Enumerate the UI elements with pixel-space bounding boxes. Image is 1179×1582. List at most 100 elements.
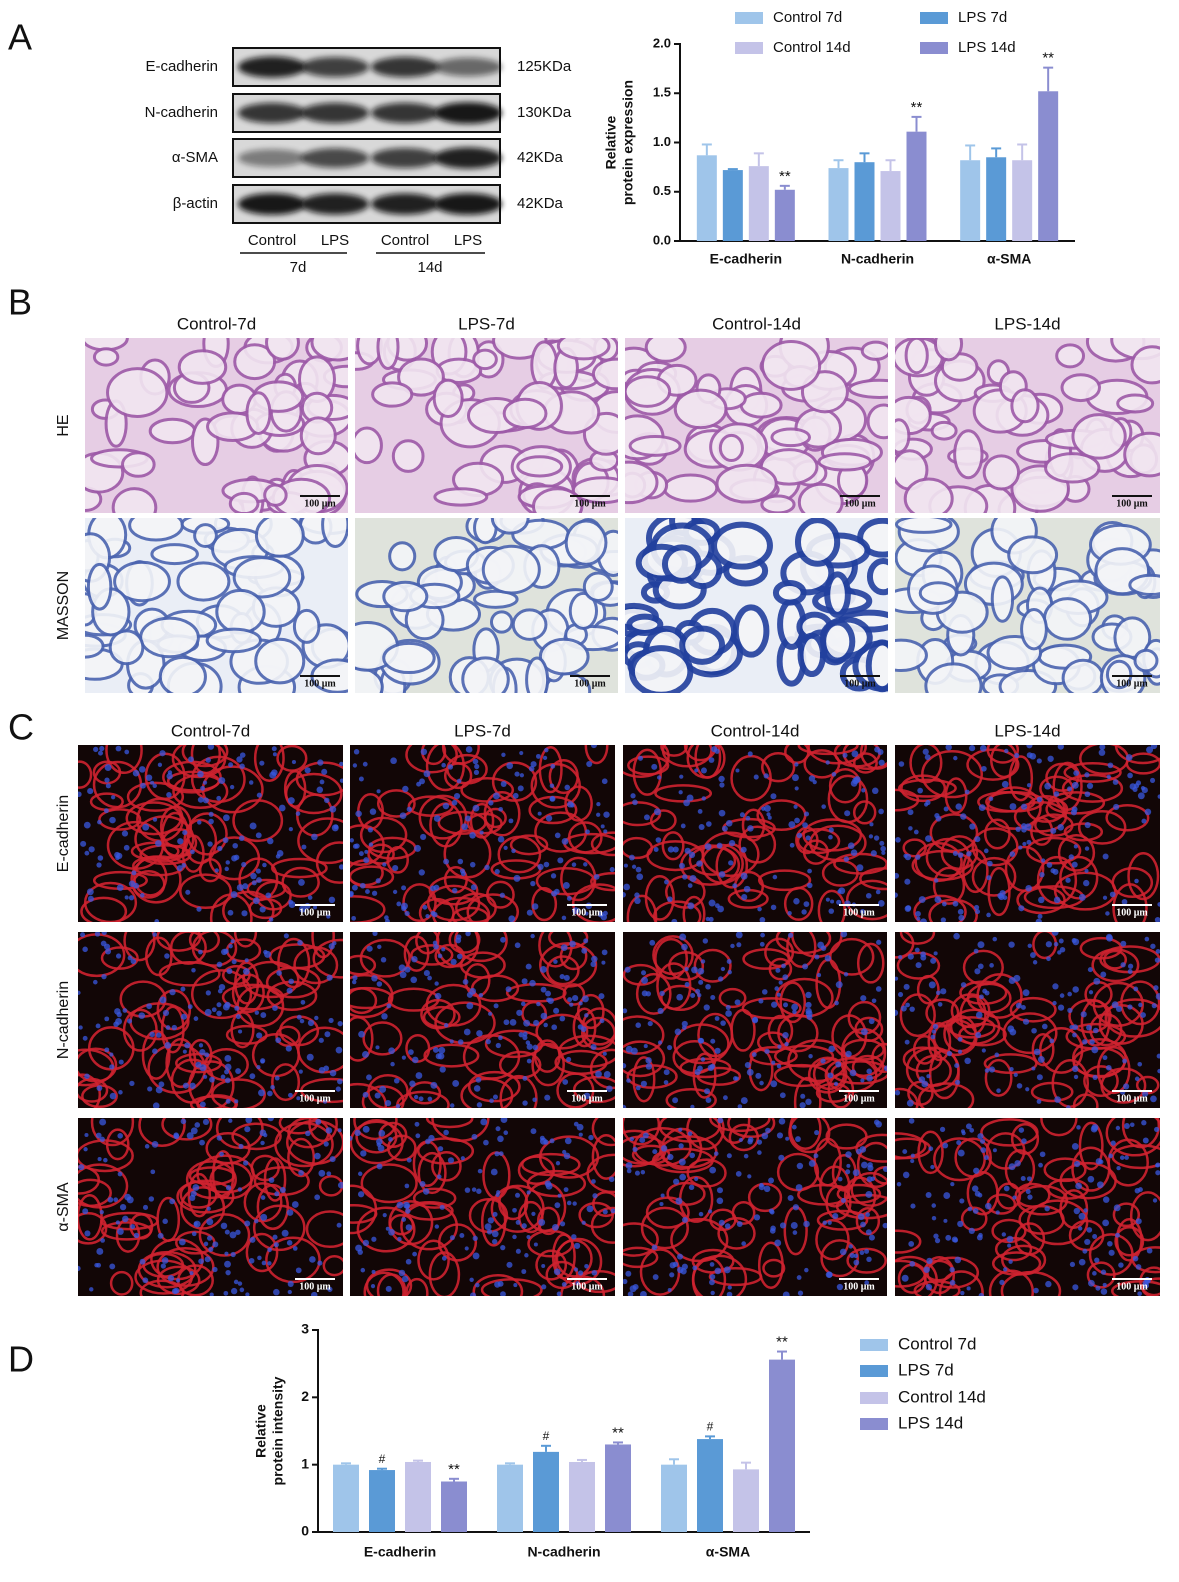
nucleus bbox=[787, 1194, 794, 1202]
nucleus bbox=[406, 1157, 412, 1163]
y-tick-label: 1 bbox=[301, 1455, 309, 1471]
nucleus bbox=[1020, 1176, 1026, 1182]
nucleus bbox=[430, 1081, 438, 1089]
nucleus bbox=[652, 1149, 658, 1155]
nucleus bbox=[779, 1222, 786, 1229]
nucleus bbox=[953, 932, 960, 940]
tissue-lobule bbox=[623, 1040, 666, 1078]
nucleus bbox=[1102, 1196, 1110, 1203]
nucleus bbox=[140, 782, 146, 789]
nucleus bbox=[217, 845, 223, 852]
nucleus bbox=[653, 847, 659, 852]
nucleus bbox=[825, 897, 830, 902]
nucleus bbox=[326, 974, 333, 981]
tissue-lobule bbox=[420, 998, 456, 1030]
nucleus bbox=[337, 1181, 343, 1189]
nucleus bbox=[180, 1118, 187, 1125]
nucleus bbox=[931, 1203, 937, 1208]
tissue-lobule bbox=[405, 745, 458, 774]
y-tick-label: 1.5 bbox=[653, 85, 671, 100]
nucleus bbox=[1134, 1076, 1140, 1082]
nucleus bbox=[285, 1045, 292, 1052]
nucleus bbox=[531, 1211, 536, 1216]
nucleus bbox=[795, 1136, 801, 1142]
tissue-lobule bbox=[1010, 388, 1040, 424]
tissue-lobule bbox=[909, 745, 943, 784]
nucleus bbox=[211, 1007, 217, 1013]
tissue-lobule bbox=[1045, 799, 1069, 819]
tissue-lobule bbox=[362, 1021, 403, 1056]
nucleus bbox=[930, 1034, 936, 1040]
group-label: 7d bbox=[290, 259, 307, 276]
nucleus bbox=[1052, 1000, 1057, 1006]
nucleus bbox=[148, 1196, 155, 1202]
lane-label: LPS bbox=[321, 232, 349, 249]
nucleus bbox=[358, 851, 364, 857]
nucleus bbox=[1088, 1279, 1095, 1287]
nucleus bbox=[812, 779, 817, 785]
nucleus bbox=[522, 1075, 528, 1081]
significance: ** bbox=[779, 168, 791, 185]
nucleus bbox=[1072, 1032, 1077, 1038]
scale-label: 100 μm bbox=[1116, 678, 1148, 689]
nucleus bbox=[746, 1068, 754, 1076]
blot-protein: β-actin bbox=[173, 195, 218, 212]
nucleus bbox=[352, 763, 358, 768]
tissue-lobule bbox=[355, 426, 383, 465]
nucleus bbox=[532, 1097, 537, 1103]
nucleus bbox=[455, 934, 462, 940]
nucleus bbox=[623, 1008, 628, 1014]
nucleus bbox=[1142, 1137, 1149, 1144]
nucleus bbox=[415, 1072, 423, 1079]
nucleus bbox=[352, 975, 358, 981]
nucleus bbox=[564, 1137, 572, 1145]
error-bar bbox=[613, 1441, 623, 1445]
nucleus bbox=[464, 815, 471, 822]
blot-band bbox=[434, 193, 502, 215]
nucleus bbox=[925, 1283, 933, 1291]
nucleus bbox=[1058, 938, 1064, 944]
nucleus bbox=[681, 1263, 688, 1270]
nucleus bbox=[80, 840, 87, 847]
nucleus bbox=[978, 804, 986, 812]
tissue-lobule bbox=[738, 825, 777, 864]
nucleus bbox=[1106, 774, 1111, 780]
tissue-lobule bbox=[1078, 1121, 1104, 1171]
nucleus bbox=[957, 1220, 964, 1228]
bar bbox=[733, 1469, 759, 1532]
nucleus bbox=[698, 824, 705, 831]
y-axis-label: protein expression bbox=[620, 80, 636, 205]
tissue-lobule bbox=[121, 451, 156, 478]
tissue-lobule bbox=[428, 875, 479, 906]
nucleus bbox=[835, 981, 843, 989]
nucleus bbox=[645, 1057, 652, 1064]
tissue-lobule bbox=[1114, 745, 1160, 765]
nucleus bbox=[117, 1133, 124, 1139]
nucleus bbox=[99, 745, 105, 752]
nucleus bbox=[512, 792, 519, 799]
nucleus bbox=[230, 1287, 238, 1295]
nucleus bbox=[438, 1046, 446, 1054]
nucleus bbox=[1113, 803, 1120, 811]
nucleus bbox=[868, 834, 874, 839]
nucleus bbox=[221, 948, 228, 956]
tissue-lobule bbox=[106, 367, 169, 418]
nucleus bbox=[187, 1004, 193, 1010]
nucleus bbox=[353, 749, 360, 755]
nucleus bbox=[895, 1009, 899, 1016]
nucleus bbox=[680, 823, 686, 829]
tissue-lobule bbox=[1014, 1182, 1051, 1208]
nucleus bbox=[1105, 911, 1110, 916]
nucleus bbox=[350, 1135, 353, 1141]
nucleus bbox=[928, 1146, 934, 1152]
nucleus bbox=[1057, 745, 1064, 750]
tissue-lobule bbox=[292, 608, 321, 644]
nucleus bbox=[130, 958, 137, 965]
tissue-lobule bbox=[673, 388, 728, 430]
tissue-lobule bbox=[1105, 803, 1150, 832]
nucleus bbox=[327, 1286, 333, 1292]
nucleus bbox=[708, 916, 714, 922]
nucleus bbox=[895, 976, 899, 981]
nucleus bbox=[224, 1055, 232, 1062]
nucleus bbox=[1134, 783, 1140, 789]
